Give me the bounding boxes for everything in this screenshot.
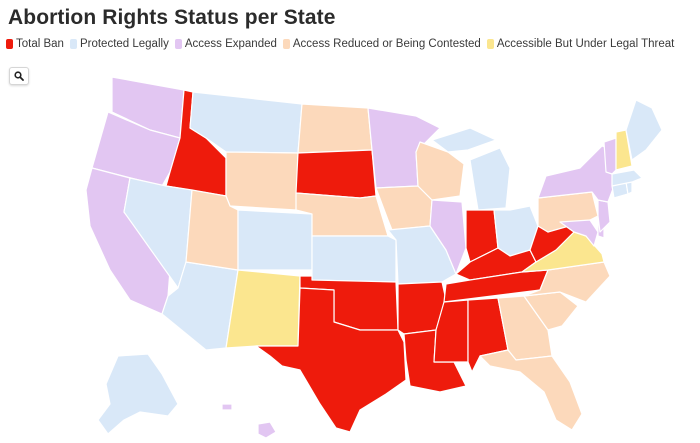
state-mi-upper[interactable]: [431, 127, 497, 153]
legend: Total Ban Protected Legally Access Expan…: [6, 38, 680, 50]
state-vt[interactable]: [603, 137, 617, 175]
state-wy[interactable]: [225, 151, 299, 211]
state-md[interactable]: [559, 219, 599, 247]
state-nh[interactable]: [615, 129, 633, 171]
legend-item-threat[interactable]: Accessible But Under Legal Threat: [486, 38, 675, 50]
state-sd[interactable]: [295, 149, 377, 199]
legend-swatch-threat: [486, 39, 494, 49]
state-ks[interactable]: [311, 235, 397, 283]
state-fl[interactable]: [479, 349, 583, 431]
page-title: Abortion Rights Status per State: [8, 6, 336, 29]
legend-item-total-ban[interactable]: Total Ban: [6, 38, 64, 50]
state-nd[interactable]: [297, 103, 373, 154]
legend-label-threat: Accessible But Under Legal Threat: [496, 38, 675, 50]
state-me[interactable]: [625, 99, 663, 161]
state-co[interactable]: [237, 209, 313, 271]
state-ma[interactable]: [611, 169, 643, 187]
search-icon: [14, 71, 24, 81]
state-nm[interactable]: [225, 269, 301, 349]
legend-swatch-protected: [69, 39, 77, 49]
state-or[interactable]: [91, 111, 181, 187]
legend-label-total-ban: Total Ban: [16, 38, 64, 50]
state-tx[interactable]: [255, 287, 407, 433]
state-mi[interactable]: [469, 147, 511, 211]
legend-item-protected[interactable]: Protected Legally: [69, 38, 169, 50]
legend-item-expanded[interactable]: Access Expanded: [174, 38, 277, 50]
state-ny[interactable]: [537, 145, 615, 203]
search-button[interactable]: [9, 67, 29, 85]
legend-label-protected: Protected Legally: [79, 38, 169, 50]
legend-swatch-total-ban: [6, 39, 13, 49]
state-wi[interactable]: [415, 141, 465, 201]
legend-label-expanded: Access Expanded: [184, 38, 277, 50]
legend-item-reduced[interactable]: Access Reduced or Being Contested: [282, 38, 481, 50]
state-hi-islands[interactable]: [221, 403, 233, 411]
state-ak[interactable]: [97, 353, 179, 435]
legend-label-reduced: Access Reduced or Being Contested: [292, 38, 481, 50]
state-nj[interactable]: [597, 199, 611, 233]
state-hi[interactable]: [257, 421, 277, 439]
legend-swatch-expanded: [174, 39, 182, 49]
legend-swatch-reduced: [282, 39, 290, 49]
